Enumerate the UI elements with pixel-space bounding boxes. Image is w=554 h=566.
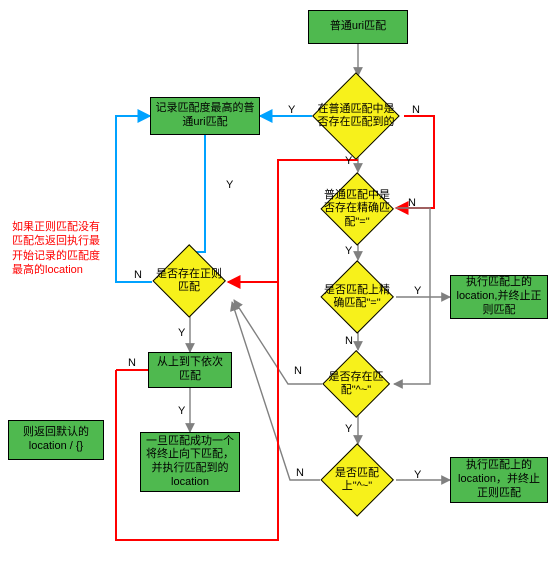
edge <box>394 208 430 384</box>
decision-d4: 是否存在匹配"^~" <box>320 358 392 410</box>
edge-label: Y <box>288 105 295 116</box>
decision-dRegex: 是否存在正则匹配 <box>150 252 228 310</box>
edge-label: N <box>408 198 416 209</box>
decision-d2: 普通匹配中是否存在精确匹配"=" <box>318 180 396 238</box>
decision-text: 是否存在正则匹配 <box>152 268 226 294</box>
edge-label: N <box>296 468 304 479</box>
edge-label: Y <box>345 246 352 257</box>
edge-label: N <box>134 270 142 281</box>
process-start: 普通uri匹配 <box>308 10 408 44</box>
decision-text: 是否存在匹配"^~" <box>322 371 390 397</box>
edge-label: Y <box>178 406 185 417</box>
process-recordHigh: 记录匹配度最高的普通uri匹配 <box>150 97 260 135</box>
edge-label: Y <box>226 180 233 191</box>
process-execEq: 执行匹配上的location,并终止正则匹配 <box>450 275 548 319</box>
edge-label: N <box>345 336 353 347</box>
decision-text: 是否匹配上"^~" <box>320 467 394 493</box>
edge-label: N <box>294 366 302 377</box>
edge-label: Y <box>178 328 185 339</box>
edge <box>232 302 320 480</box>
edge <box>234 300 322 384</box>
edge-label: Y <box>345 156 352 167</box>
decision-d1: 在普通匹配中是否存在匹配到的 <box>310 86 402 146</box>
edge-label: N <box>412 105 420 116</box>
process-execCaret: 执行匹配上的location，并终止正则匹配 <box>450 457 548 503</box>
edge-label: N <box>128 358 136 369</box>
edge-label: Y <box>345 424 352 435</box>
decision-text: 是否匹配上精确匹配"=" <box>320 284 394 310</box>
edge <box>190 135 205 252</box>
edge <box>116 282 278 540</box>
edge-label: Y <box>414 286 421 297</box>
process-onceSuccess: 一旦匹配成功一个将终止向下匹配，并执行匹配到的location <box>140 432 240 492</box>
decision-text: 在普通匹配中是否存在匹配到的 <box>312 103 399 129</box>
edge-label: Y <box>414 470 421 481</box>
edge <box>116 116 152 282</box>
process-seqMatch: 从上到下依次匹配 <box>148 352 232 388</box>
decision-d5: 是否匹配上"^~" <box>318 452 396 508</box>
side-note: 如果正则匹配没有匹配怎返回执行最开始记录的匹配度最高的location <box>12 220 104 277</box>
process-defaultLoc: 则返回默认的location / {} <box>8 420 104 460</box>
decision-d3: 是否匹配上精确匹配"=" <box>318 268 396 326</box>
decision-text: 普通匹配中是否存在精确匹配"=" <box>320 189 394 229</box>
